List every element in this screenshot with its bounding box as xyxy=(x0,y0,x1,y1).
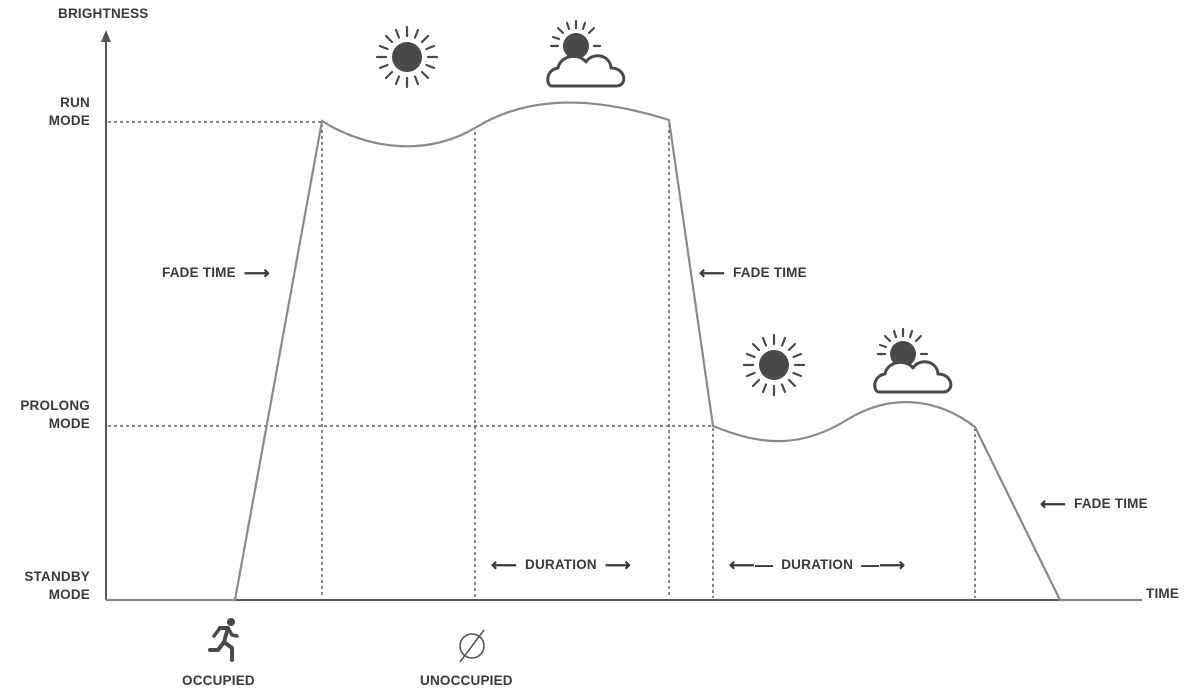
arrow-right-icon: ⟶ xyxy=(604,554,631,575)
duration-annotation-1: ⟵ DURATION ⟶ xyxy=(491,554,631,575)
brightness-curve xyxy=(106,101,1142,602)
standby-mode-label: STANDBY MODE xyxy=(24,568,90,604)
duration-label-2: DURATION xyxy=(781,557,854,572)
sun-behind-cloud-icon xyxy=(873,327,953,394)
running-person-icon xyxy=(208,618,239,662)
x-axis-label: TIME xyxy=(1146,586,1180,601)
y-axis-arrowhead xyxy=(101,30,111,42)
unoccupied-label: UNOCCUPIED xyxy=(420,673,513,688)
standby-mode-label-line2: MODE xyxy=(48,587,90,602)
fade-time-annotation-2: ⟵ FADE TIME xyxy=(699,262,807,283)
run-mode-label: RUN MODE xyxy=(49,94,90,130)
sun-icon xyxy=(742,333,806,397)
sun-behind-cloud-icon xyxy=(546,19,626,88)
arrow-left-icon: ⟵ xyxy=(491,554,518,575)
level-guides xyxy=(108,121,712,427)
prolong-mode-label: PROLONG MODE xyxy=(20,397,90,433)
arrow-right-icon: ⟶ xyxy=(243,262,270,283)
prolong-mode-label-line1: PROLONG xyxy=(20,398,90,413)
arrow-left-icon: ⟵ xyxy=(699,262,726,283)
occupied-label: OCCUPIED xyxy=(182,673,255,688)
fade-time-label-3: FADE TIME xyxy=(1074,496,1148,511)
fade-time-annotation-3: ⟵ FADE TIME xyxy=(1040,493,1148,514)
duration-annotation-2: ⟵— DURATION —⟶ xyxy=(729,554,906,575)
time-markers xyxy=(321,124,976,598)
y-axis-label: BRIGHTNESS xyxy=(58,6,149,21)
fade-time-label-2: FADE TIME xyxy=(733,265,807,280)
axes xyxy=(101,30,1142,601)
standby-mode-label-line1: STANDBY xyxy=(24,569,90,584)
duration-label-1: DURATION xyxy=(525,557,597,572)
arrow-left-icon: ⟵ xyxy=(1040,493,1067,514)
fade-time-annotation-1: FADE TIME ⟶ xyxy=(162,262,270,283)
sun-icon xyxy=(375,25,439,89)
fade-time-label-1: FADE TIME xyxy=(162,265,236,280)
run-mode-label-line2: MODE xyxy=(48,113,90,128)
prolong-mode-label-line2: MODE xyxy=(48,416,90,431)
empty-set-icon xyxy=(459,629,485,663)
arrow-right-icon: —⟶ xyxy=(861,554,906,575)
arrow-left-icon: ⟵— xyxy=(729,554,774,575)
run-mode-label-line1: RUN xyxy=(60,95,90,110)
